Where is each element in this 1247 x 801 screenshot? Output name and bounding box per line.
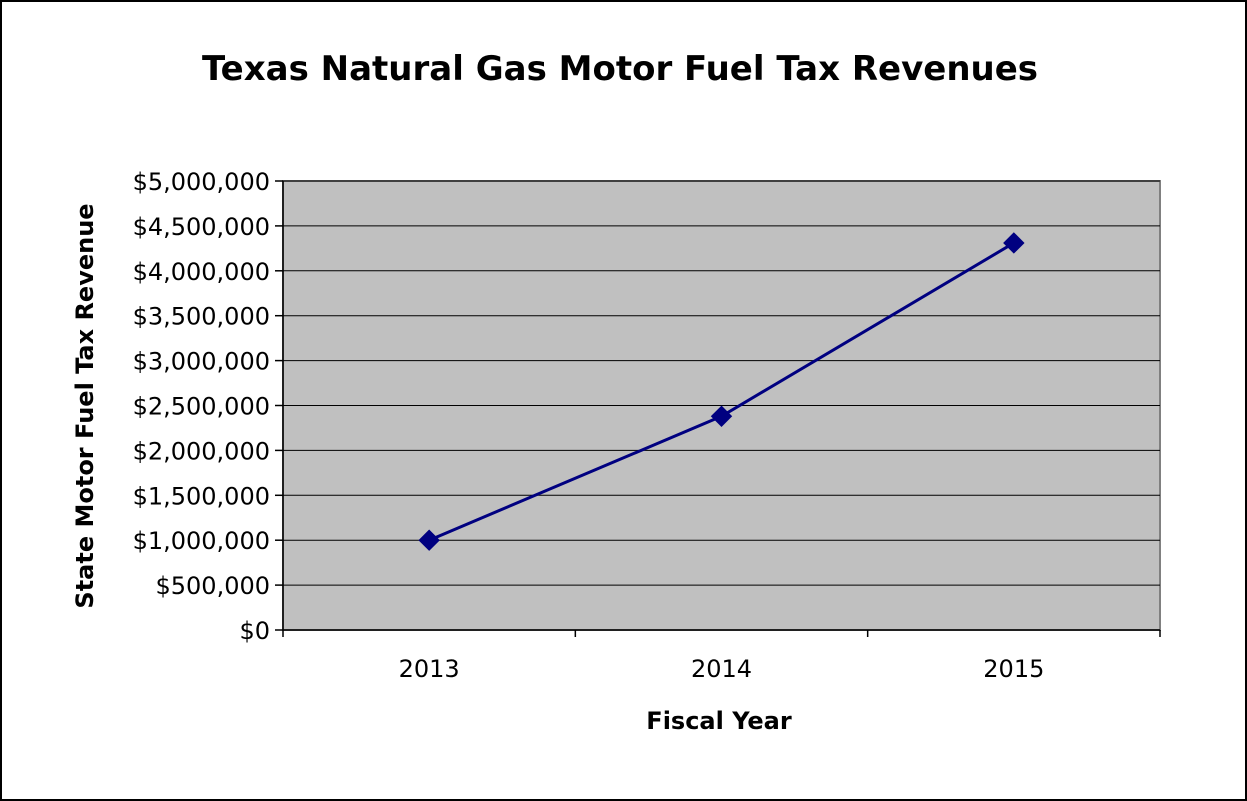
y-tick-label: $2,000,000 [133, 437, 270, 465]
y-tick-label: $1,500,000 [133, 482, 270, 510]
chart-title: Texas Natural Gas Motor Fuel Tax Revenue… [202, 49, 1038, 89]
data-point-marker [710, 405, 733, 427]
y-axis-title: State Motor Fuel Tax Revenue [71, 203, 99, 608]
y-tick-label: $0 [239, 617, 270, 645]
y-tick-labels: $0 $500,000 $1,000,000 $1,500,000 $2,000,000… [133, 168, 270, 645]
x-tick-labels: 2013 2014 2015 [399, 655, 1045, 683]
y-tick-label: $3,000,000 [133, 348, 270, 376]
y-tick-label: $2,500,000 [133, 393, 270, 421]
y-tick-label: $500,000 [155, 572, 270, 600]
x-tick-label: 2015 [983, 655, 1044, 683]
data-point-marker [1003, 232, 1025, 254]
data-point-marker [418, 529, 440, 551]
x-tick-label: 2013 [399, 655, 460, 683]
y-tick-label: $5,000,000 [133, 168, 270, 196]
axes [275, 180, 1161, 637]
series-group [418, 232, 1025, 551]
y-tick-label: $1,000,000 [133, 527, 270, 555]
y-tick-label: $3,500,000 [133, 303, 270, 331]
x-tick-label: 2014 [691, 655, 752, 683]
y-tick-label: $4,500,000 [133, 213, 270, 241]
y-tick-label: $4,000,000 [133, 258, 270, 286]
x-axis-title: Fiscal Year [646, 707, 792, 735]
